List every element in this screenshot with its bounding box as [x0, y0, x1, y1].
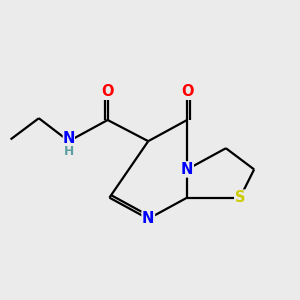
Text: N: N	[63, 131, 75, 146]
Text: N: N	[142, 211, 155, 226]
Text: O: O	[181, 84, 193, 99]
Text: O: O	[101, 84, 114, 99]
Text: S: S	[235, 190, 245, 205]
Text: H: H	[64, 145, 74, 158]
Text: N: N	[181, 162, 193, 177]
